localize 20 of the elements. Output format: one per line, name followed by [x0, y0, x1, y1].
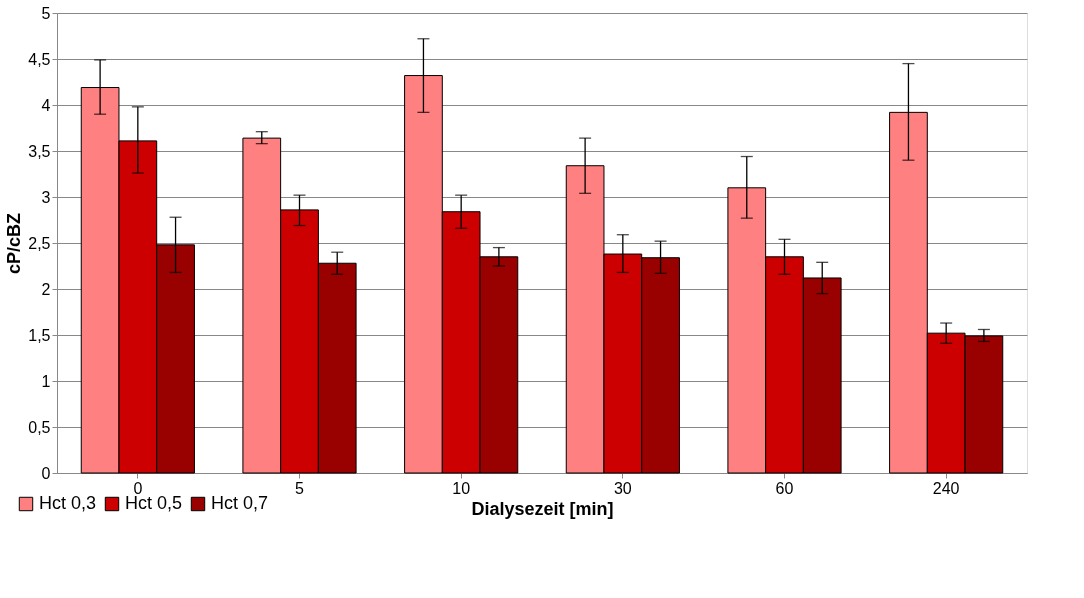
y-tick-label: 1	[41, 372, 51, 390]
x-tick-label: 30	[613, 479, 632, 497]
y-tick-label: 5	[41, 4, 51, 22]
y-tick-label: 3,5	[28, 142, 51, 160]
x-tick-label: 60	[775, 479, 794, 497]
y-tick-label: 2,5	[28, 234, 51, 252]
y-tick-label: 2	[41, 280, 51, 298]
x-tick-label: 10	[452, 479, 471, 497]
x-tick-label: 240	[932, 479, 960, 497]
y-tick-label: 4	[41, 96, 51, 114]
y-tick-label: 1,5	[28, 326, 51, 344]
y-tick-label: 0	[41, 464, 51, 482]
legend-label: Hct 0,3	[39, 493, 97, 513]
y-tick-label: 3	[41, 188, 51, 206]
y-axis-title: cP/cBZ	[4, 212, 25, 275]
x-tick-label: 5	[295, 479, 305, 497]
y-tick-label: 0,5	[28, 418, 51, 436]
x-axis-title: Dialysezeit [min]	[471, 498, 614, 519]
legend-label: Hct 0,7	[211, 493, 269, 513]
y-tick-label: 4,5	[28, 50, 51, 68]
